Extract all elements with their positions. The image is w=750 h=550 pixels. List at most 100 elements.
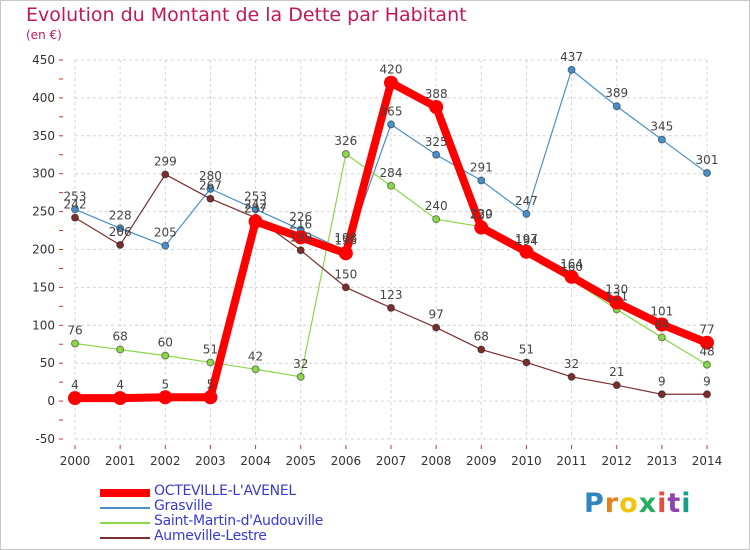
data-label: 42 [248,349,263,363]
legend-label-octeville: OCTEVILLE-L'AVENEL [154,483,296,499]
data-label: 9 [658,374,666,388]
data-label: 160 [560,260,583,274]
logo-letter: t [667,488,682,519]
data-point [71,339,79,348]
proxiti-logo: Proxiti [584,488,692,519]
data-label: 5 [161,377,169,391]
data-label: 197 [515,232,538,246]
data-point [657,390,666,399]
data-label: 280 [199,169,222,183]
data-labels: 2532282052802532261983653252912474373893… [64,50,719,392]
data-point [203,390,218,405]
data-label: 198 [334,231,357,245]
x-tick-label: 2013 [647,454,678,468]
data-label: 253 [64,189,87,203]
data-label: 365 [380,104,403,118]
data-point [609,295,624,310]
data-point [612,102,621,111]
x-tick-label: 2011 [556,454,587,468]
y-tick-label: 200 [32,243,55,257]
data-label: 242 [64,198,87,212]
data-label: 194 [515,234,538,248]
data-label: 164 [560,257,583,271]
data-point [564,269,579,284]
logo-letter: i [657,488,668,519]
legend-swatch-saint-martin [100,522,150,524]
data-point [206,194,215,203]
legend-label-grasville: Grasville [154,498,213,514]
data-point [432,323,441,332]
data-label: 284 [380,166,403,180]
data-label: 301 [696,153,719,167]
data-label: 32 [564,357,579,371]
data-point [116,345,125,354]
data-label: 21 [609,365,624,379]
legend-swatch-octeville [100,489,150,497]
data-point [293,230,308,245]
data-point [432,150,441,159]
x-tick-label: 2000 [60,454,91,468]
x-tick-label: 2007 [376,454,407,468]
data-label: 4 [116,378,124,392]
data-point [341,283,350,292]
data-label: 195 [334,233,357,247]
y-tick-label: -50 [35,432,55,446]
logo-letter: x [638,488,658,519]
data-label: 121 [605,289,628,303]
data-point [474,220,489,235]
data-label: 229 [470,208,493,222]
x-tick-label: 2014 [692,454,723,468]
data-label: 4 [71,378,79,392]
data-label: 240 [425,199,448,213]
x-tick-label: 2009 [466,454,497,468]
data-label: 60 [158,336,173,350]
legend-item-octeville: OCTEVILLE-L'AVENEL [100,483,430,501]
chart-unit: (en €) [26,28,62,42]
data-label: 5 [207,377,215,391]
data-point [251,205,260,214]
legend-label-saint-martin: Saint-Martin-d'Audouville [154,513,324,529]
data-point [612,381,621,390]
data-point [522,358,531,367]
data-point [567,372,576,381]
logo-letter: o [619,488,639,519]
data-point [567,65,576,74]
data-label: 51 [519,342,534,356]
y-tick-label: 350 [32,129,55,143]
data-point [429,99,444,114]
data-point [341,149,350,158]
data-label: 101 [650,305,673,319]
data-label: 267 [199,179,222,193]
data-label: 388 [425,87,448,101]
data-label: 389 [605,86,628,100]
data-point [68,391,82,406]
data-label: 68 [474,330,489,344]
series-lines [68,65,714,406]
data-point [477,345,486,354]
legend-swatch-grasville [100,507,150,509]
data-point [161,170,170,179]
data-label: 291 [470,161,493,175]
data-point [387,120,395,129]
data-label: 228 [109,208,132,222]
data-point [248,214,263,229]
y-tick-label: 300 [32,167,55,181]
data-label: 437 [560,50,583,64]
data-label: 242 [244,198,267,212]
y-tick-label: 250 [32,205,55,219]
data-label: 84 [654,317,669,331]
data-point [161,241,170,250]
data-label: 216 [289,217,312,231]
x-tick-label: 2002 [150,454,181,468]
data-point [703,168,711,177]
data-point [522,209,531,218]
data-point [158,390,173,405]
data-label: 226 [289,210,312,224]
data-point [387,303,395,312]
y-tick-label: 450 [32,53,55,67]
data-point [387,181,395,190]
data-label: 326 [334,134,357,148]
axes: -50 0 50 100 150 200 250 300 350 400 450 2000 2001 20… [32,53,722,468]
data-label: 345 [650,120,673,134]
